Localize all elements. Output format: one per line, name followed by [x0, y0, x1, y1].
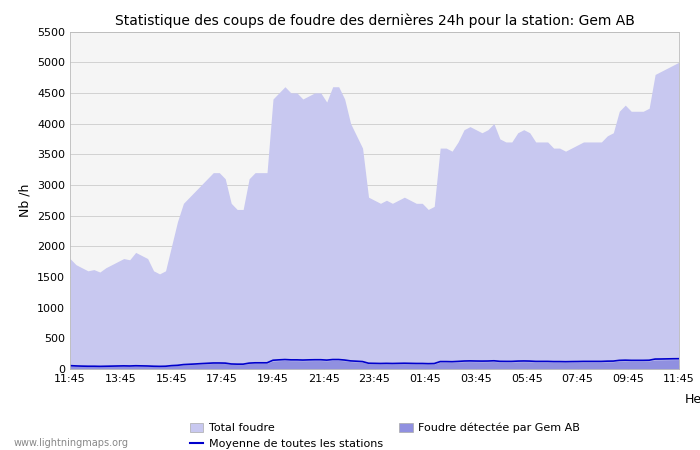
Text: www.lightningmaps.org: www.lightningmaps.org	[14, 438, 129, 448]
Text: Heure: Heure	[685, 392, 700, 405]
Legend: Total foudre, Moyenne de toutes les stations, Foudre détectée par Gem AB: Total foudre, Moyenne de toutes les stat…	[186, 418, 584, 450]
Y-axis label: Nb /h: Nb /h	[18, 184, 32, 217]
Title: Statistique des coups de foudre des dernières 24h pour la station: Gem AB: Statistique des coups de foudre des dern…	[115, 13, 634, 27]
